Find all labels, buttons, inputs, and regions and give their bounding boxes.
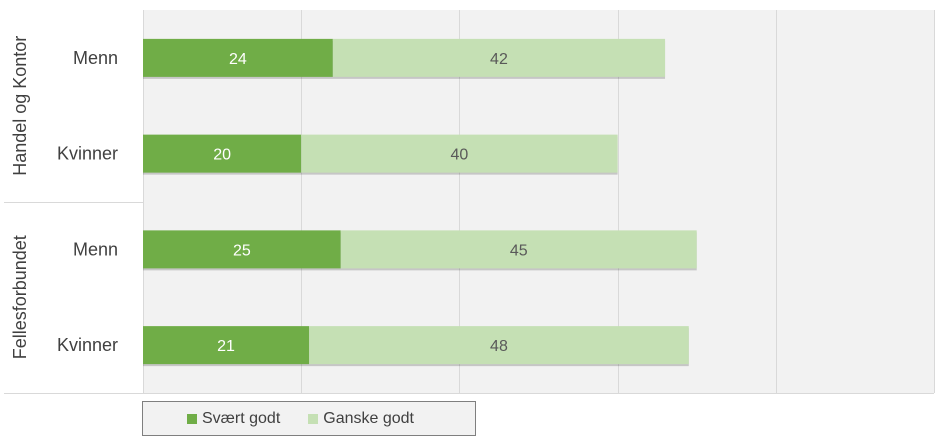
- data-label: 45: [510, 242, 528, 259]
- data-label: 24: [229, 51, 247, 68]
- bar-sv-rt-godt: [143, 326, 310, 365]
- legend: Svært godt Ganske godt: [142, 401, 476, 436]
- category-label: Kvinner: [57, 335, 118, 355]
- category-label: Kvinner: [57, 144, 118, 164]
- legend-swatch-ganske-godt: [308, 413, 319, 424]
- data-label: 21: [217, 338, 235, 355]
- data-label: 20: [213, 147, 231, 164]
- group-labels: Handel og Kontor Fellesforbundet: [10, 36, 30, 360]
- category-label: Menn: [73, 239, 118, 259]
- bar-ganske-godt: [340, 230, 697, 269]
- data-label: 25: [233, 242, 251, 259]
- bar-sv-rt-godt: [143, 134, 302, 173]
- legend-label-ganske-godt: Ganske godt: [323, 409, 414, 427]
- legend-item-ganske-godt: Ganske godt: [308, 410, 414, 428]
- legend-label-svaert-godt: Svært godt: [202, 409, 281, 427]
- bars: 24 42 20 40 25 45 21 48: [143, 38, 697, 367]
- bar-sv-rt-godt: [143, 38, 333, 77]
- legend-swatch-svaert-godt: [187, 413, 197, 424]
- category-labels: Menn Kvinner Menn Kvinner: [57, 48, 118, 355]
- group-label: Handel og Kontor: [10, 36, 30, 176]
- group-label: Fellesforbundet: [10, 235, 30, 359]
- legend-item-svaert-godt: Svært godt: [187, 410, 280, 428]
- bar-ganske-godt: [332, 38, 666, 77]
- data-label: 48: [490, 338, 508, 355]
- category-label: Menn: [73, 48, 118, 68]
- data-label: 40: [451, 147, 469, 164]
- data-label: 42: [490, 51, 508, 68]
- bar-ganske-godt: [301, 134, 618, 173]
- bar-ganske-godt: [309, 326, 689, 365]
- bar-sv-rt-godt: [143, 230, 341, 269]
